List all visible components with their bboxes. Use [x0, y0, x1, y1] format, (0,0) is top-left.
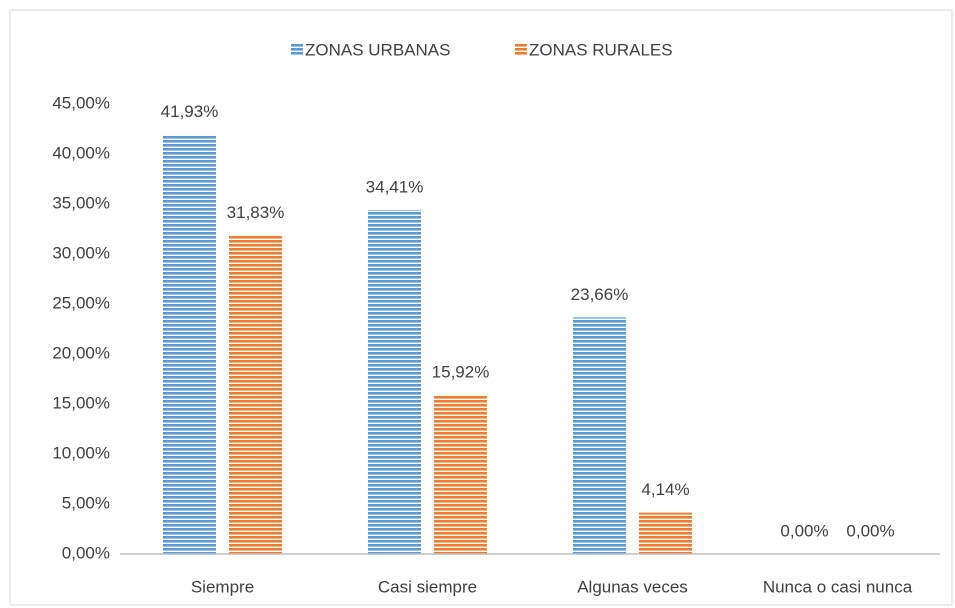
data-label: 34,41%: [366, 177, 424, 196]
legend-swatch: [515, 44, 527, 56]
y-tick-label: 10,00%: [52, 443, 110, 462]
y-tick-label: 40,00%: [52, 143, 110, 162]
bar: [229, 235, 282, 554]
legend-label: ZONAS URBANAS: [305, 40, 450, 59]
bar: [573, 317, 626, 554]
y-tick-label: 0,00%: [62, 543, 110, 562]
y-tick-label: 20,00%: [52, 343, 110, 362]
data-label: 41,93%: [161, 102, 219, 121]
y-tick-label: 35,00%: [52, 193, 110, 212]
bar: [434, 394, 487, 554]
y-tick-label: 15,00%: [52, 393, 110, 412]
x-tick-label: Siempre: [191, 577, 254, 596]
data-label: 0,00%: [846, 521, 894, 540]
y-tick-label: 5,00%: [62, 493, 110, 512]
y-tick-label: 45,00%: [52, 93, 110, 112]
y-tick-label: 25,00%: [52, 293, 110, 312]
bar: [163, 134, 216, 554]
legend-label: ZONAS RURALES: [529, 40, 673, 59]
bar: [368, 209, 421, 554]
data-label: 0,00%: [780, 521, 828, 540]
data-label: 23,66%: [571, 285, 629, 304]
bar: [639, 512, 692, 554]
x-tick-label: Casi siempre: [378, 577, 477, 596]
y-tick-label: 30,00%: [52, 243, 110, 262]
x-tick-label: Nunca o casi nunca: [763, 577, 913, 596]
x-tick-label: Algunas veces: [577, 577, 688, 596]
data-label: 15,92%: [432, 362, 490, 381]
data-label: 4,14%: [641, 480, 689, 499]
legend-swatch: [291, 44, 303, 56]
data-label: 31,83%: [227, 203, 285, 222]
